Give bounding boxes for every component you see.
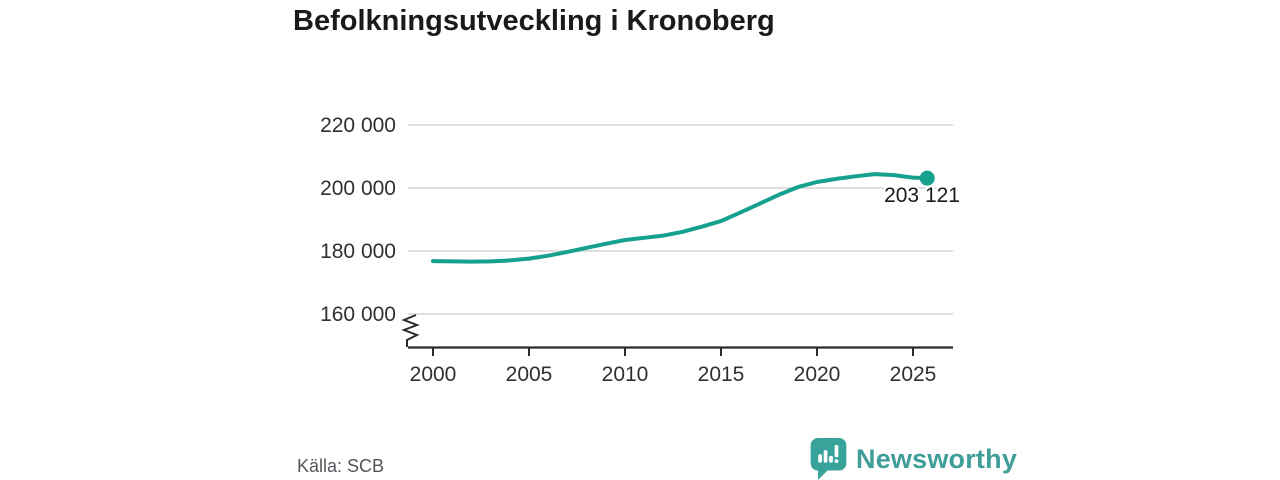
x-axis-tick-label: 2005 xyxy=(506,363,553,386)
y-axis-tick-label: 220 000 xyxy=(320,114,396,137)
latest-value-label: 203 121 xyxy=(884,184,960,207)
y-axis-tick-label: 180 000 xyxy=(320,240,396,263)
population-line xyxy=(431,172,935,264)
speech-bubble-shape xyxy=(810,438,847,480)
brand-wordmark: Newsworthy xyxy=(856,443,1018,474)
x-axis-tick-label: 2000 xyxy=(410,363,457,386)
y-axis-tick-label: 200 000 xyxy=(320,177,396,200)
x-axis-tick-label: 2020 xyxy=(794,363,841,386)
brand-logo: Newsworthy xyxy=(810,438,1017,480)
x-axis-tick-label: 2010 xyxy=(602,363,649,386)
bar-3 xyxy=(829,455,833,463)
source-note: Källa: SCB xyxy=(297,456,385,476)
exclamation-bar xyxy=(834,444,839,458)
chart-title: Befolkningsutveckling i Kronoberg xyxy=(293,5,775,37)
x-axis-tick-label: 2015 xyxy=(698,363,745,386)
newsworthy-speech-bubble-bar-chart-icon xyxy=(810,438,847,480)
axis-break-icon xyxy=(401,314,420,347)
y-axis-tick-label: 160 000 xyxy=(320,303,396,326)
exclamation-dot xyxy=(834,459,839,463)
bar-1 xyxy=(818,454,822,463)
bar-2 xyxy=(823,450,828,463)
x-axis-tick-label: 2025 xyxy=(890,363,937,386)
latest-value-dot xyxy=(919,170,935,186)
